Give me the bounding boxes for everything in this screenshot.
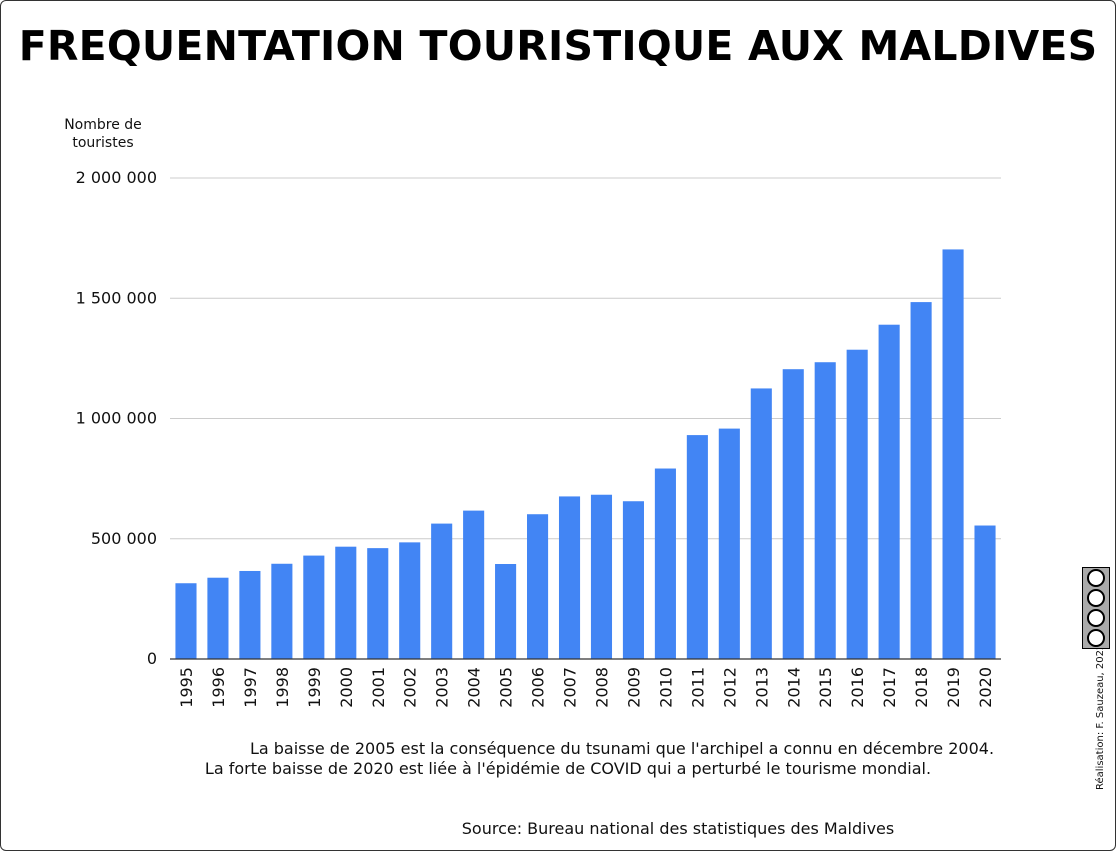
bar: [910, 302, 932, 659]
bar: [303, 555, 325, 659]
bar: [782, 369, 804, 659]
cc-icon: [1087, 569, 1105, 587]
bar: [335, 546, 357, 659]
x-tick-label: 2018: [912, 667, 931, 708]
x-tick-label: 2011: [688, 667, 707, 708]
bar: [974, 525, 996, 659]
x-tick-label: 1998: [273, 667, 292, 708]
x-tick-label: 2008: [592, 667, 611, 708]
x-tick-label: 2004: [465, 667, 484, 708]
bar: [399, 542, 421, 659]
cc-license-icon: [1082, 567, 1110, 649]
source-text: Source: Bureau national des statistiques…: [461, 819, 895, 838]
bar: [846, 349, 868, 659]
bar: [271, 563, 293, 659]
x-tick-label: 2005: [497, 667, 516, 708]
bar: [718, 428, 740, 659]
x-tick-label: 2002: [401, 667, 420, 708]
sa-icon: [1087, 629, 1105, 647]
x-tick-label: 2017: [880, 667, 899, 708]
x-tick-label: 2000: [337, 667, 356, 708]
bar: [558, 496, 581, 659]
x-tick-label: 2007: [561, 667, 580, 708]
x-tick-label: 2001: [369, 667, 388, 708]
bar: [495, 564, 517, 659]
chart-title: FREQUENTATION TOURISTIQUE AUX MALDIVES: [18, 22, 1098, 70]
x-tick-label: 2015: [816, 667, 835, 708]
bar: [367, 548, 389, 659]
x-tick-label: 2010: [656, 667, 675, 708]
x-tick-label: 2019: [944, 667, 963, 708]
x-tick-label: 2020: [976, 667, 995, 708]
x-tick-label: 2009: [624, 667, 643, 708]
y-tick-label: 1 500 000: [76, 288, 157, 307]
nc-icon: [1087, 609, 1105, 627]
bar: [527, 514, 549, 659]
x-tick-label: 2003: [433, 667, 452, 708]
x-tick-label: 2016: [848, 667, 867, 708]
y-tick-label: 0: [147, 649, 157, 668]
x-tick-label: 1999: [305, 667, 324, 708]
bar: [175, 583, 197, 659]
x-tick-label: 1996: [209, 667, 228, 708]
x-tick-label: 1995: [177, 667, 196, 708]
x-tick-label: 2012: [720, 667, 739, 708]
bar: [686, 435, 708, 659]
credit-text: Réalisation: F. Sauzeau, 2022: [1095, 643, 1106, 790]
bar: [814, 362, 836, 659]
note-2020: La forte baisse de 2020 est liée à l'épi…: [204, 759, 932, 778]
bar: [431, 523, 453, 659]
y-tick-label: 500 000: [91, 529, 157, 548]
bar: [750, 388, 772, 659]
x-tick-label: 1997: [241, 667, 260, 708]
y-tick-label: 2 000 000: [76, 168, 157, 187]
note-2005: La baisse de 2005 est la conséquence du …: [249, 739, 995, 758]
y-axis-label-line1: Nombre de: [64, 117, 142, 133]
bar: [942, 249, 964, 659]
x-tick-label: 2014: [784, 667, 803, 708]
bar: [463, 510, 485, 659]
bar: [622, 501, 644, 659]
bar: [590, 494, 613, 659]
by-icon: [1087, 589, 1105, 607]
y-tick-label: 1 000 000: [76, 409, 157, 428]
x-tick-label: 2006: [529, 667, 548, 708]
bar: [239, 570, 261, 659]
x-tick-label: 2013: [752, 667, 771, 708]
y-axis-label: Nombre de touristes: [40, 116, 166, 152]
bar: [207, 577, 229, 659]
bar: [878, 324, 900, 659]
y-axis-label-line2: touristes: [72, 135, 134, 151]
bar: [654, 468, 676, 659]
